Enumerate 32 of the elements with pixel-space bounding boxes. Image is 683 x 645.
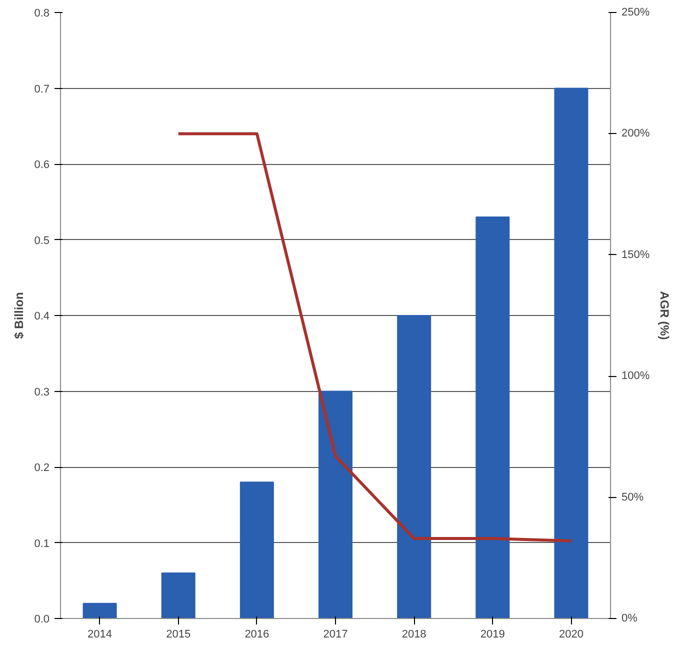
y-tick-label: 0.4	[34, 310, 50, 322]
bar	[397, 315, 432, 618]
x-tick-label: 2014	[88, 628, 112, 640]
y-tick-label: 0.3	[34, 386, 50, 398]
bar	[161, 572, 196, 618]
bar	[318, 390, 352, 618]
y2-tick-label: 200%	[622, 128, 650, 140]
x-tick-label: 2019	[480, 628, 505, 640]
y-tick-label: 0.2	[34, 462, 50, 474]
y2-tick-label: 250%	[622, 6, 650, 18]
y-tick-label: 0.1	[34, 538, 50, 550]
bar	[554, 88, 588, 618]
bar	[240, 482, 274, 618]
y-tick-label: 0.8	[34, 8, 50, 20]
line-series	[176, 132, 573, 542]
bar	[82, 602, 117, 618]
y2-tick-label: 150%	[622, 248, 650, 261]
y2-tick-label: 100%	[622, 370, 650, 382]
y-axis-title: $ Billion	[12, 292, 26, 339]
x-tick-label: 2016	[244, 628, 270, 640]
y2-axis-title: AGR (%)	[658, 291, 672, 340]
x-tick-label: 2018	[402, 628, 426, 640]
x-tick-label: 2020	[558, 628, 584, 640]
y-tick-label: 0.0	[34, 614, 50, 626]
y-tick-label: 0.7	[34, 83, 50, 96]
y-tick-label: 0.5	[34, 234, 50, 247]
bar	[476, 216, 510, 618]
y-tick-label: 0.6	[34, 159, 50, 171]
x-tick-label: 2015	[166, 628, 191, 640]
y2-tick-label: 0%	[622, 612, 638, 624]
x-tick-label: 2017	[323, 628, 348, 640]
y2-tick-label: 50%	[622, 491, 644, 504]
